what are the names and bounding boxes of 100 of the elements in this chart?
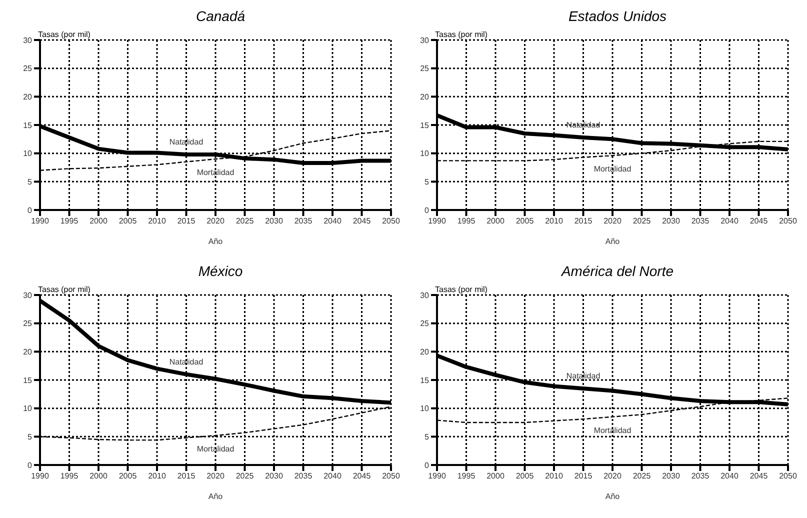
x-tick-label: 2010: [545, 216, 564, 226]
y-axis-title: Tasas (por mil): [38, 285, 90, 294]
x-tick-label: 2020: [604, 472, 622, 481]
y-tick-label: 0: [424, 206, 430, 215]
y-axis-title: Tasas (por mil): [435, 30, 488, 39]
y-tick-label: 5: [28, 178, 33, 187]
y-tick-label: 15: [23, 120, 33, 130]
x-tick-label: 2050: [382, 472, 400, 481]
y-tick-label: 25: [420, 319, 430, 328]
series-label: Mortalidad: [594, 426, 632, 435]
x-tick-label: 1990: [428, 216, 446, 226]
chart-title: América del Norte: [560, 263, 675, 281]
x-tick-label: 1995: [60, 216, 79, 226]
y-axis-title: Tasas (por mil): [435, 285, 488, 294]
x-tick-label: 2035: [294, 472, 313, 481]
y-axis-title: Tasas (por mil): [38, 30, 90, 39]
x-tick-label: 2040: [324, 472, 342, 481]
y-tick-label: 10: [23, 149, 33, 158]
series-label: Mortalidad: [196, 168, 234, 177]
x-tick-label: 2015: [177, 472, 196, 481]
y-tick-label: 0: [424, 460, 430, 470]
x-tick-label: 2010: [148, 216, 166, 226]
series-label: Natalidad: [566, 372, 600, 380]
x-tick-label: 2005: [516, 216, 534, 226]
y-tick-label: 15: [420, 120, 430, 130]
series-label: Natalidad: [169, 137, 204, 146]
x-tick-label: 2020: [206, 216, 225, 226]
x-tick-label: 2045: [352, 216, 372, 226]
y-tick-label: 0: [28, 460, 33, 470]
x-tick-label: 2045: [750, 216, 768, 226]
x-axis-title: Año: [605, 492, 620, 501]
series-label: Mortalidad: [196, 444, 234, 454]
y-tick-label: 5: [28, 432, 33, 442]
series-label: Natalidad: [566, 120, 600, 130]
y-tick-label: 30: [23, 290, 33, 300]
y-tick-label: 15: [23, 376, 33, 385]
x-tick-label: 2000: [486, 472, 505, 481]
x-tick-label: 2010: [545, 472, 564, 481]
x-tick-label: 1990: [428, 472, 446, 481]
x-tick-label: 2015: [177, 216, 196, 226]
x-tick-label: 2025: [632, 472, 652, 481]
x-tick-label: 2025: [236, 216, 254, 226]
x-tick-label: 2025: [632, 216, 652, 226]
x-tick-label: 2005: [516, 472, 534, 481]
x-tick-label: 2050: [779, 472, 798, 481]
series-label: Natalidad: [169, 357, 204, 366]
chart-title: México: [197, 263, 244, 281]
x-tick-label: 2020: [604, 216, 622, 226]
x-tick-label: 2050: [779, 216, 798, 226]
x-tick-label: 2040: [720, 216, 739, 226]
y-tick-label: 5: [424, 178, 430, 187]
x-tick-label: 2000: [486, 216, 505, 226]
x-tick-label: 2045: [352, 472, 372, 481]
y-tick-label: 25: [420, 64, 430, 74]
x-tick-label: 2005: [118, 216, 138, 226]
x-tick-label: 2015: [574, 472, 593, 481]
chart-title: Canadá: [194, 8, 246, 26]
x-tick-label: 1995: [457, 472, 476, 481]
x-tick-label: 2040: [324, 216, 342, 226]
y-tick-label: 0: [28, 206, 33, 215]
x-tick-label: 2005: [118, 472, 138, 481]
y-tick-label: 20: [23, 348, 33, 357]
x-tick-label: 2000: [90, 472, 108, 481]
x-tick-label: 2020: [206, 472, 225, 481]
y-tick-label: 30: [420, 290, 430, 300]
y-tick-label: 30: [23, 36, 33, 45]
y-tick-label: 20: [420, 348, 430, 357]
x-tick-label: 2030: [662, 216, 680, 226]
y-tick-label: 10: [23, 404, 33, 414]
x-tick-label: 1990: [31, 216, 50, 226]
y-tick-label: 10: [420, 404, 430, 414]
x-tick-label: 2000: [90, 216, 108, 226]
x-axis-title: Año: [605, 237, 620, 246]
x-tick-label: 2035: [691, 472, 710, 481]
y-tick-label: 25: [23, 319, 33, 328]
y-tick-label: 20: [23, 92, 33, 102]
x-tick-label: 2030: [662, 472, 680, 481]
x-tick-label: 2010: [148, 472, 166, 481]
y-tick-label: 20: [420, 92, 430, 102]
y-tick-label: 30: [420, 36, 430, 45]
x-tick-label: 2025: [236, 472, 254, 481]
x-tick-label: 2015: [574, 216, 593, 226]
x-tick-label: 2050: [382, 216, 400, 226]
y-tick-label: 15: [420, 376, 430, 385]
series-label: Mortalidad: [594, 164, 632, 174]
x-tick-label: 2030: [265, 216, 284, 226]
x-axis-title: Año: [208, 237, 224, 246]
x-tick-label: 2045: [750, 472, 768, 481]
x-tick-label: 1995: [60, 472, 79, 481]
x-tick-label: 1990: [31, 472, 50, 481]
y-tick-label: 5: [424, 432, 430, 442]
x-tick-label: 2040: [720, 472, 739, 481]
x-tick-label: 1995: [457, 216, 476, 226]
y-tick-label: 10: [420, 149, 430, 158]
y-tick-label: 25: [23, 64, 33, 74]
x-axis-title: Año: [208, 492, 224, 501]
x-tick-label: 2035: [294, 216, 313, 226]
chart-title: Estados Unidos: [567, 8, 668, 26]
x-tick-label: 2030: [265, 472, 284, 481]
x-tick-label: 2035: [691, 216, 710, 226]
